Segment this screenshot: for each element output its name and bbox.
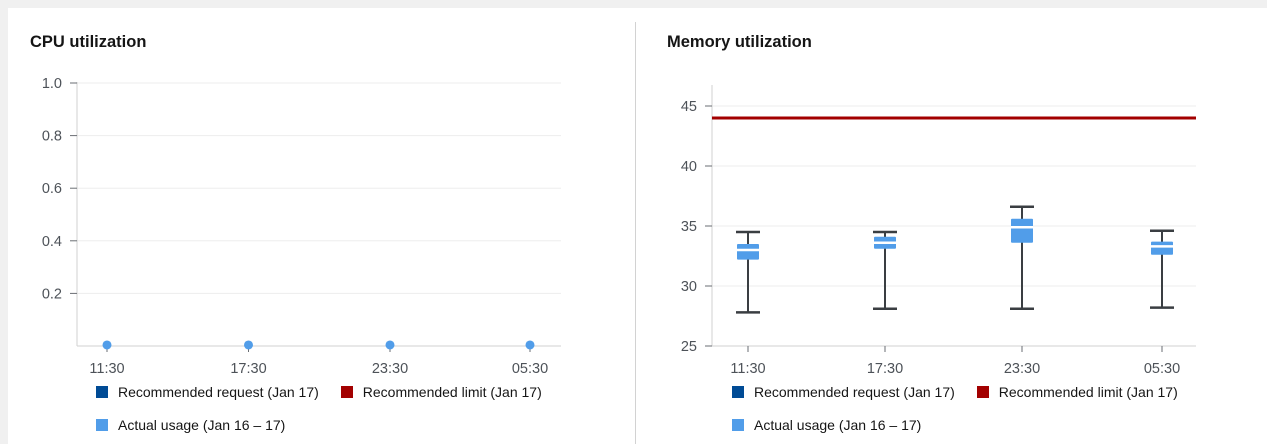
legend-swatch-usage-icon: [96, 419, 108, 431]
y-axis-tick-label: 0.6: [42, 181, 62, 197]
x-axis-tick-label: 17:30: [230, 361, 266, 377]
y-axis-tick-label: 25: [681, 339, 697, 355]
legend-swatch-request-icon: [732, 386, 744, 398]
actual-usage-box[interactable]: [1151, 241, 1173, 255]
cpu-chart-title: CPU utilization: [30, 33, 147, 51]
cpu-chart-legend: Recommended request (Jan 17) Recommended…: [96, 384, 542, 444]
memory-chart-legend: Recommended request (Jan 17) Recommended…: [732, 384, 1178, 444]
y-axis-tick-label: 45: [681, 99, 697, 115]
legend-swatch-request-icon: [96, 386, 108, 398]
legend-swatch-usage-icon: [732, 419, 744, 431]
y-axis-tick-label: 0.8: [42, 129, 62, 145]
y-axis-tick-label: 0.2: [42, 286, 62, 302]
memory-chart-title: Memory utilization: [667, 33, 812, 51]
actual-usage-box[interactable]: [737, 244, 759, 260]
legend-swatch-limit-icon: [340, 386, 353, 398]
panel-divider: [635, 22, 636, 444]
x-axis-tick-label: 23:30: [1004, 361, 1040, 377]
x-axis-tick-label: 11:30: [730, 361, 765, 377]
legend-item-recommended-limit: Recommended limit (Jan 17): [976, 384, 1178, 400]
legend-item-recommended-request: Recommended request (Jan 17): [732, 384, 955, 400]
y-axis-tick-label: 0.4: [42, 234, 62, 250]
legend-item-recommended-limit: Recommended limit (Jan 17): [340, 384, 542, 400]
legend-item-recommended-request: Recommended request (Jan 17): [96, 384, 319, 400]
legend-item-actual-usage: Actual usage (Jan 16 – 17): [732, 417, 921, 433]
actual-usage-data-point[interactable]: [385, 340, 395, 350]
legend-label-recommended-limit: Recommended limit (Jan 17): [362, 384, 542, 400]
legend-row: Recommended request (Jan 17) Recommended…: [732, 384, 1178, 400]
legend-label-recommended-request: Recommended request (Jan 17): [754, 384, 955, 400]
legend-item-actual-usage: Actual usage (Jan 16 – 17): [96, 417, 285, 433]
legend-label-recommended-limit: Recommended limit (Jan 17): [998, 384, 1178, 400]
y-axis-tick-label: 30: [681, 279, 697, 295]
cpu-utilization-chart[interactable]: 0.2 0.4 0.6 0.8 1.0 11:30 17:30 23:30 05:30: [8, 8, 635, 444]
actual-usage-data-point[interactable]: [102, 340, 112, 350]
memory-utilization-chart[interactable]: 25 30 35 40 45 11:30 17:30 23:30 05:30: [637, 8, 1267, 444]
y-axis-tick-label: 1.0: [42, 76, 62, 92]
x-axis-tick-label: 17:30: [867, 361, 903, 377]
x-axis-tick-label: 23:30: [372, 361, 408, 377]
legend-label-recommended-request: Recommended request (Jan 17): [118, 384, 319, 400]
legend-label-actual-usage: Actual usage (Jan 16 – 17): [754, 417, 922, 433]
legend-row: Actual usage (Jan 16 – 17): [96, 417, 542, 433]
page-background-strip-left: [0, 8, 8, 444]
x-axis-tick-label: 05:30: [1144, 361, 1180, 377]
page-background-strip-top: [0, 0, 1267, 8]
actual-usage-data-point[interactable]: [525, 340, 535, 350]
y-axis-tick-label: 40: [681, 159, 697, 175]
y-axis-tick-label: 35: [681, 219, 697, 235]
legend-swatch-limit-icon: [976, 386, 989, 398]
x-axis-tick-label: 11:30: [89, 361, 124, 377]
actual-usage-data-point[interactable]: [244, 340, 253, 350]
legend-row: Recommended request (Jan 17) Recommended…: [96, 384, 542, 400]
legend-label-actual-usage: Actual usage (Jan 16 – 17): [118, 417, 286, 433]
x-axis-tick-label: 05:30: [512, 361, 548, 377]
actual-usage-box[interactable]: [1011, 218, 1033, 243]
legend-row: Actual usage (Jan 16 – 17): [732, 417, 1178, 433]
